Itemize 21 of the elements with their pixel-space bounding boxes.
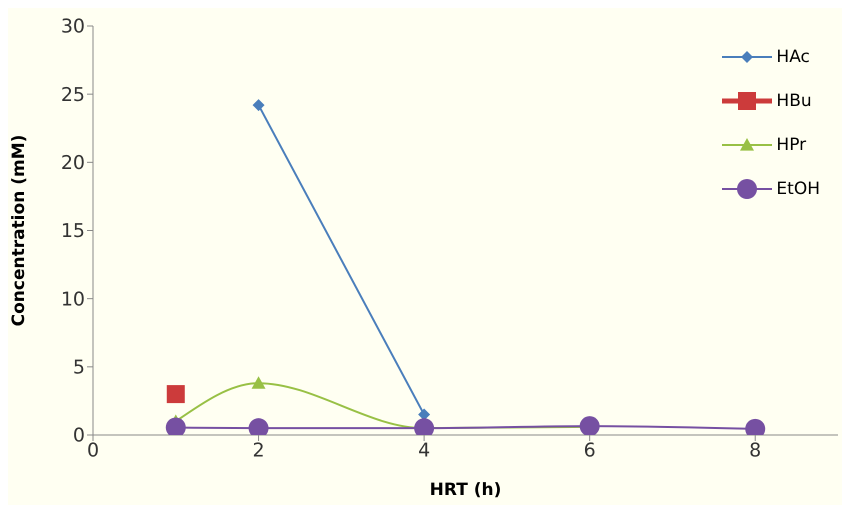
x-tick-label: 8 [749,439,762,462]
y-tick-label: 15 [60,220,85,242]
y-tick-label: 5 [72,356,85,379]
point [580,416,600,435]
y-tick-label: 20 [60,152,85,174]
y-axis-title: Concentration (mM) [9,134,30,326]
x-tick-label: 0 [86,439,100,462]
y-tick-label: 0 [72,424,85,447]
y-tick-label: 30 [60,16,85,38]
x-tick-label: 2 [252,439,265,462]
x-tick-label: 6 [584,439,596,462]
x-axis-title: HRT (h) [430,480,502,500]
legend-label: HAc [776,47,810,67]
point [166,385,185,404]
x-tick-label: 4 [418,439,430,462]
y-tick-label: 25 [60,84,85,106]
point [252,99,265,112]
legend-label: EtOH [776,179,820,199]
y-tick-label: 10 [60,288,85,310]
legend-label: HBu [776,91,812,111]
legend-label: HPr [776,135,806,155]
